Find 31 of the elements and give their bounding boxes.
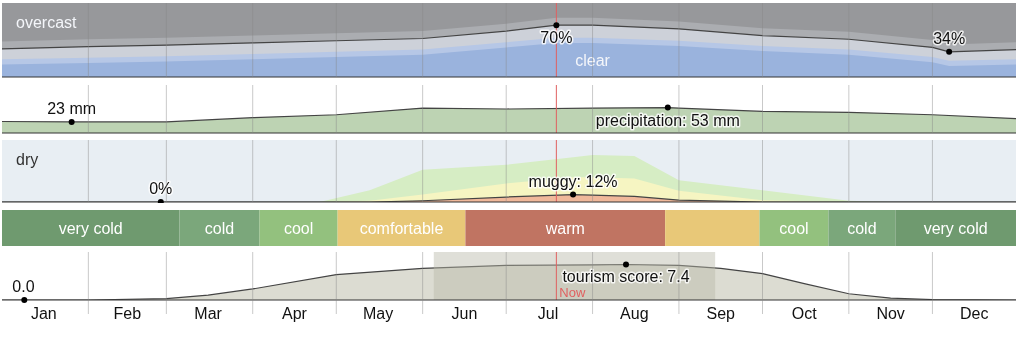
x-tick-label: Feb bbox=[113, 305, 142, 323]
series-label: cool bbox=[283, 220, 314, 237]
x-tick-label: Aug bbox=[620, 305, 649, 323]
x-tick-label: Mar bbox=[194, 305, 223, 323]
series-label: comfortable bbox=[359, 220, 444, 237]
series-label: clear bbox=[575, 51, 611, 69]
data-label: precipitation: 53 mm bbox=[595, 111, 740, 129]
x-tick-label: Apr bbox=[282, 305, 308, 323]
data-label: tourism score: 7.4 bbox=[562, 268, 690, 286]
x-tick-label: May bbox=[362, 305, 394, 323]
x-tick-label: Nov bbox=[876, 305, 905, 323]
x-tick-label: Sep bbox=[706, 305, 736, 323]
series-label: warm bbox=[544, 220, 585, 237]
data-label: 23 mm bbox=[47, 99, 97, 117]
data-label: 0% bbox=[149, 180, 173, 197]
series-label: cool bbox=[779, 220, 809, 237]
band-label: dry bbox=[16, 151, 39, 169]
x-tick-label: Jun bbox=[451, 305, 478, 323]
series-label: cold bbox=[847, 220, 877, 237]
series-label: cold bbox=[204, 220, 235, 237]
data-label: 0.0 bbox=[12, 278, 35, 295]
ref-line-label: Now bbox=[559, 285, 586, 300]
x-tick-label: Dec bbox=[959, 305, 989, 323]
x-tick-label: Jul bbox=[537, 305, 559, 323]
data-label: 70% bbox=[540, 29, 573, 47]
x-tick-label: Oct bbox=[791, 305, 818, 323]
x-tick-label: Jan bbox=[30, 305, 57, 323]
series-label: very cold bbox=[58, 220, 123, 237]
band-label: overcast bbox=[16, 14, 78, 32]
data-label: 34% bbox=[933, 29, 966, 47]
series-label: very cold bbox=[923, 220, 988, 237]
